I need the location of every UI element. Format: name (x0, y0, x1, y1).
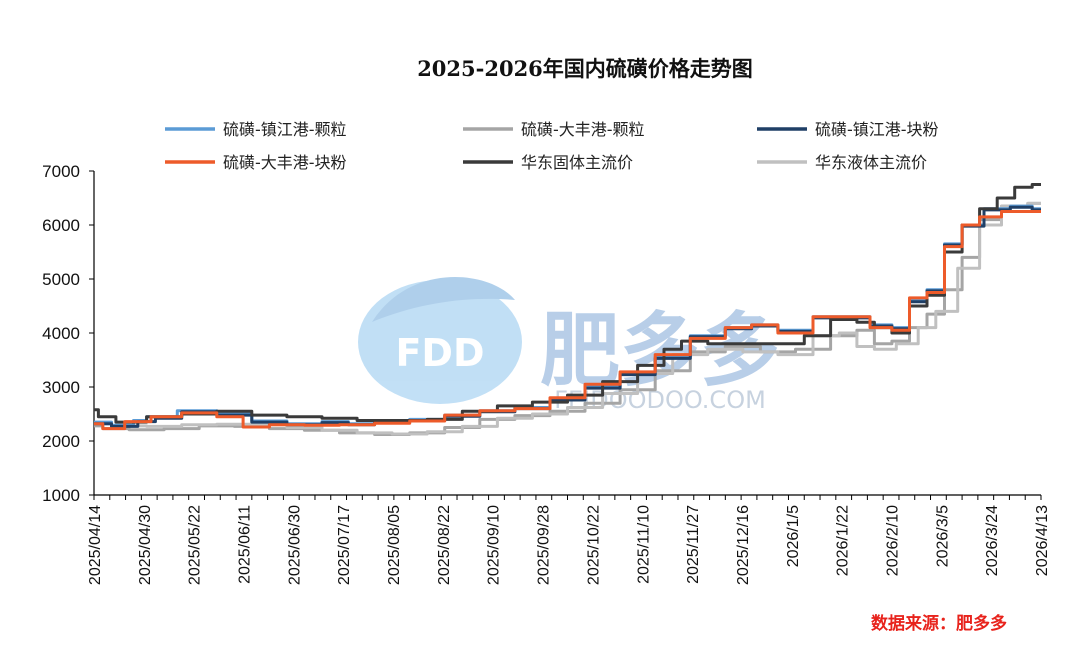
x-tick-label: 2025/04/14 (87, 505, 104, 585)
source-note: 数据来源：肥多多 (871, 613, 1007, 634)
series-line (94, 210, 1041, 431)
x-tick-label: 2025/11/10 (635, 505, 652, 584)
x-tick-label: 2025/09/28 (536, 505, 553, 585)
x-tick-label: 2025/07/17 (336, 505, 353, 585)
x-tick-label: 2026/2/10 (884, 505, 901, 576)
x-tick-label: 2026/1/22 (835, 505, 852, 576)
x-tick-label: 2025/06/30 (286, 505, 303, 585)
legend-label: 硫磺-大丰港-颗粒 (521, 120, 645, 139)
series-line (94, 183, 1041, 424)
legend-label: 硫磺-镇江港-块粉 (815, 120, 939, 139)
watermark-leaf-icon (372, 277, 515, 322)
x-tick-label: 2025/08/22 (436, 505, 453, 585)
x-tick-label: 2025/06/11 (237, 505, 254, 584)
x-tick-label: 2025/11/27 (685, 505, 702, 584)
y-tick-label: 6000 (42, 216, 80, 235)
axes: 1000 2000 3000 4000 5000 6000 7000 2025/04/14 20… (42, 162, 1051, 585)
x-tick-label: 2025/09/10 (486, 505, 503, 585)
legend-label: 硫磺-大丰港-块粉 (223, 153, 347, 172)
y-tick-label: 3000 (42, 378, 80, 397)
series-lines (94, 183, 1041, 436)
legend-label: 华东固体主流价 (521, 153, 633, 172)
x-tick-label: 2026/1/5 (785, 505, 802, 567)
x-tick-label: 2025/10/22 (585, 505, 602, 585)
x-tick-label: 2025/05/22 (187, 505, 204, 585)
y-tick-label: 7000 (42, 162, 80, 181)
legend-label: 硫磺-镇江港-颗粒 (223, 120, 347, 139)
watermark-brand: FDD (395, 331, 484, 375)
watermark: FDD 肥多多 FEIDOODOO.COM (358, 277, 780, 414)
watermark-url: FEIDOODOO.COM (554, 386, 766, 414)
x-tick-label: 2026/4/13 (1034, 505, 1051, 576)
y-tick-label: 5000 (42, 270, 80, 289)
x-tick-label: 2026/3/5 (934, 505, 951, 567)
chart-title: 2025-2026年国内硫磺价格走势图 (417, 56, 753, 81)
legend-label: 华东液体主流价 (815, 153, 927, 172)
y-tick-label: 4000 (42, 324, 80, 343)
x-tick-label: 2025/08/05 (386, 505, 403, 585)
x-tick-label: 2025/04/30 (137, 505, 154, 585)
x-tick-label: 2026/3/24 (984, 505, 1001, 576)
x-tick-label: 2025/12/16 (735, 505, 752, 585)
y-tick-label: 2000 (42, 432, 80, 451)
y-tick-label: 1000 (42, 486, 80, 505)
